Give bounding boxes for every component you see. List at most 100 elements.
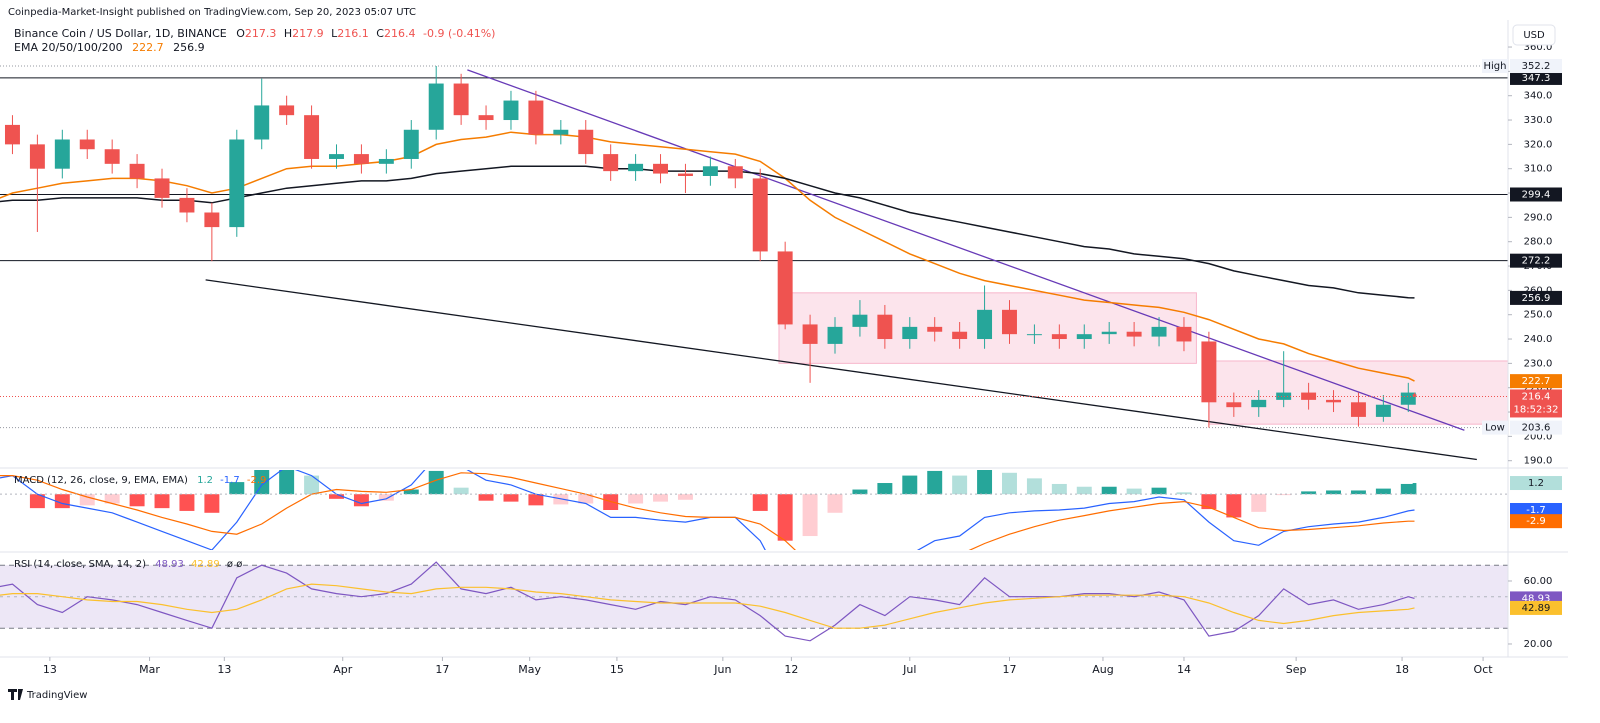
legend-close: 216.4 bbox=[384, 27, 416, 40]
legend-high: 217.9 bbox=[292, 27, 324, 40]
candle-body bbox=[254, 105, 270, 140]
candle-body bbox=[4, 124, 20, 145]
rsi-line bbox=[0, 561, 1415, 642]
y-tick-label: 20.00 bbox=[1524, 639, 1553, 650]
macd-histogram-bar bbox=[1126, 488, 1142, 495]
candle-body bbox=[902, 326, 918, 340]
legend-open: 217.3 bbox=[245, 27, 277, 40]
macd-histogram-bar bbox=[902, 475, 918, 495]
level-badge bbox=[1510, 70, 1562, 85]
candle-body bbox=[79, 139, 95, 150]
macd-histogram-bar bbox=[1002, 472, 1017, 495]
candle-body bbox=[104, 149, 120, 164]
y-tick-label: 60.00 bbox=[1524, 576, 1553, 587]
ema-name: EMA 20/50/100/200 bbox=[14, 41, 123, 54]
candle-body bbox=[204, 212, 220, 228]
candle-body bbox=[702, 166, 718, 176]
currency-button-frame[interactable] bbox=[1512, 24, 1556, 46]
macd-pane bbox=[0, 470, 1508, 550]
extreme-tag bbox=[1482, 59, 1508, 74]
macd-histogram-bar bbox=[329, 494, 344, 499]
macd-histogram-bar bbox=[204, 494, 220, 513]
macd-histogram-bar bbox=[1176, 492, 1192, 495]
candle-body bbox=[977, 309, 993, 340]
candle-body bbox=[628, 163, 644, 172]
candle-body bbox=[478, 115, 494, 121]
value-badge-label: 1.2 bbox=[1528, 478, 1544, 489]
y-tick-label: 330.0 bbox=[1524, 115, 1553, 126]
candle-body bbox=[1201, 341, 1217, 403]
candle-body bbox=[503, 100, 519, 121]
candle-body bbox=[1375, 404, 1391, 417]
candle-body bbox=[1251, 399, 1267, 408]
candle-body bbox=[378, 158, 394, 164]
value-badge-label: 222.7 bbox=[1522, 376, 1551, 387]
value-badge bbox=[1510, 374, 1562, 389]
candle-body bbox=[1350, 402, 1366, 417]
macd-histogram-bar bbox=[1251, 494, 1267, 512]
extreme-tag-label: High bbox=[1484, 61, 1507, 72]
candle-body bbox=[1412, 394, 1417, 397]
legend-o: O bbox=[236, 27, 245, 40]
currency-button[interactable]: USD bbox=[1512, 24, 1556, 46]
legend-low: 216.1 bbox=[337, 27, 369, 40]
candle-body bbox=[29, 144, 45, 169]
legend-change: -0.9 (-0.41%) bbox=[423, 27, 495, 40]
symbol-title: Binance Coin / US Dollar, 1D, BINANCE bbox=[14, 27, 227, 40]
macd-histogram-bar bbox=[428, 470, 444, 495]
level-label: 347.3 bbox=[1522, 73, 1551, 84]
candle-body bbox=[1051, 334, 1067, 340]
footer: TradingView bbox=[8, 689, 87, 701]
macd-histogram-bar bbox=[1400, 483, 1416, 495]
rsi-legend: RSI (14, close, SMA, 14, 2) 48.93 42.89 … bbox=[14, 559, 242, 570]
macd-histogram-bar bbox=[1026, 478, 1042, 495]
macd-histogram-bar bbox=[1301, 491, 1317, 495]
symbol-legend: Binance Coin / US Dollar, 1D, BINANCE O2… bbox=[14, 27, 495, 40]
macd-histogram-bar bbox=[927, 470, 943, 495]
x-tick-label: 18 bbox=[1395, 663, 1409, 676]
macd-title: MACD (12, 26, close, 9, EMA, EMA) bbox=[14, 475, 188, 486]
macd-histogram-bar bbox=[1201, 494, 1217, 510]
candle-body bbox=[603, 154, 619, 172]
macd-histogram-bar bbox=[353, 494, 369, 507]
x-tick-label: May bbox=[518, 663, 541, 676]
backgrounds bbox=[0, 565, 1508, 629]
macd-histogram-bar bbox=[977, 470, 993, 495]
candle-body bbox=[353, 154, 369, 164]
brand-name: TradingView bbox=[26, 690, 87, 701]
value-badge bbox=[1510, 514, 1562, 529]
macd-histogram-bar bbox=[403, 489, 419, 495]
signal-value: -2.9 bbox=[247, 475, 267, 486]
macd-histogram-bar bbox=[628, 494, 644, 504]
macd-histogram-bar bbox=[1276, 494, 1292, 496]
price-badge bbox=[1510, 389, 1562, 418]
macd-histogram-bar bbox=[104, 494, 120, 504]
y-tick-label: 220.0 bbox=[1524, 383, 1553, 394]
publisher: Coinpedia-Market-Insight published on Tr… bbox=[8, 7, 416, 18]
price-pane bbox=[0, 65, 1508, 461]
y-tick-label: 200.0 bbox=[1524, 431, 1553, 442]
macd-histogram-bar bbox=[254, 470, 270, 495]
value-badge bbox=[1510, 476, 1562, 491]
legend-c: C bbox=[376, 27, 384, 40]
value-badge-label: 256.9 bbox=[1522, 293, 1551, 304]
candle-body bbox=[229, 139, 245, 228]
candle-body bbox=[1176, 326, 1192, 342]
currency-label[interactable]: USD bbox=[1523, 30, 1545, 41]
value-badge bbox=[1510, 290, 1562, 305]
candle-body bbox=[1026, 334, 1042, 336]
level-badge bbox=[1510, 253, 1562, 268]
macd-histogram-bar bbox=[129, 494, 145, 507]
candle-body bbox=[1326, 399, 1341, 403]
macd-histogram-bar bbox=[653, 494, 669, 502]
candle-body bbox=[1002, 309, 1017, 335]
trend-line bbox=[205, 279, 1477, 461]
x-tick-label: 14 bbox=[1177, 663, 1191, 676]
price-badge-label: 216.4 bbox=[1522, 391, 1551, 402]
y-tick-label: 260.0 bbox=[1524, 285, 1553, 296]
candle-body bbox=[453, 83, 469, 116]
candle-body bbox=[428, 83, 444, 130]
candle-body bbox=[827, 326, 843, 344]
y-tick-label: 320.0 bbox=[1524, 139, 1553, 150]
macd-histogram-bar bbox=[1101, 486, 1117, 495]
